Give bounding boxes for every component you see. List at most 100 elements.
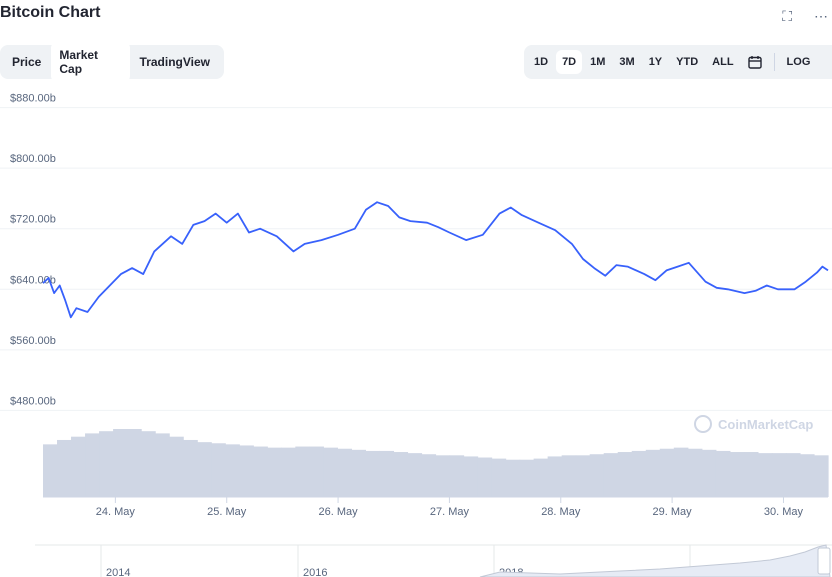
volume-bar [687, 448, 703, 497]
volume-bar [785, 453, 801, 497]
volume-bar [85, 433, 100, 497]
navigator[interactable]: 2014201620182020 [35, 544, 832, 577]
volume-area [43, 429, 829, 497]
volume-bar [645, 449, 661, 497]
volume-bar [337, 448, 352, 497]
tab-market-cap[interactable]: Market Cap [51, 42, 130, 82]
more-options-icon[interactable]: ⋯ [814, 8, 828, 24]
volume-bar [295, 446, 310, 497]
volume-bar [519, 459, 535, 497]
y-tick-label: $880.00b [10, 93, 56, 105]
volume-bar [477, 457, 493, 497]
range-1y-button[interactable]: 1Y [648, 56, 663, 68]
volume-bar [309, 446, 324, 497]
top-icons: ⛶ ⋯ [782, 8, 828, 25]
volume-bar [449, 455, 465, 497]
range-selector: 1D 7D 1M 3M 1Y YTD ALL LOG [524, 45, 832, 79]
volume-bar [393, 452, 409, 497]
volume-bar [379, 450, 395, 497]
range-divider [773, 53, 775, 71]
range-all-button[interactable]: ALL [712, 56, 734, 68]
volume-bar [365, 450, 381, 497]
x-tick-label: 29. May [653, 506, 693, 518]
volume-bar [267, 447, 282, 497]
volume-bar [211, 443, 226, 497]
volume-bar [435, 455, 451, 497]
volume-bar [155, 433, 170, 497]
x-tick-label: 26. May [319, 506, 359, 518]
volume-bar [701, 449, 717, 497]
y-tick-label: $480.00b [10, 395, 56, 407]
fullscreen-icon[interactable]: ⛶ [782, 8, 792, 24]
tab-tradingview[interactable]: TradingView [139, 55, 210, 69]
volume-bar [617, 452, 633, 497]
volume-bar [141, 431, 156, 497]
volume-bar [757, 453, 773, 497]
volume-bar [239, 445, 254, 497]
volume-bar [183, 439, 198, 497]
volume-bar [603, 453, 619, 497]
navigator-series [479, 544, 831, 577]
volume-bar [771, 453, 787, 497]
volume-bar [113, 429, 128, 497]
y-tick-label: $720.00b [10, 214, 56, 226]
volume-bar [813, 455, 829, 497]
range-1m-button[interactable]: 1M [590, 56, 606, 68]
volume-bar [715, 450, 731, 497]
volume-bar [729, 452, 745, 497]
volume-bar [351, 449, 367, 497]
x-axis: 24. May 25. May 26. May 27. May 28. May 29. M… [43, 496, 828, 518]
volume-bar [547, 456, 563, 497]
volume-bar [127, 429, 142, 497]
y-tick-label: $800.00b [10, 153, 56, 165]
volume-bar [533, 458, 549, 497]
volume-bar [505, 459, 521, 497]
volume-bar [589, 454, 605, 497]
market-cap-series-line [42, 201, 829, 319]
volume-bar [99, 431, 114, 497]
volume-bar [169, 436, 184, 497]
y-tick-label: $640.00b [10, 274, 56, 286]
x-tick-label: 27. May [430, 506, 470, 518]
y-tick-label: $560.00b [10, 335, 56, 347]
coinmarketcap-logo-icon [694, 415, 712, 433]
calendar-icon[interactable] [742, 51, 768, 73]
volume-bar [421, 454, 437, 497]
range-3m-button[interactable]: 3M [619, 56, 635, 68]
volume-bar [463, 456, 479, 497]
watermark-text: CoinMarketCap [718, 417, 813, 432]
volume-bar [631, 450, 647, 497]
range-7d-button[interactable]: 7D [556, 50, 583, 74]
watermark: CoinMarketCap [694, 415, 813, 433]
range-1d-button[interactable]: 1D [534, 56, 549, 68]
volume-bar [659, 448, 675, 497]
volume-bar [575, 455, 591, 497]
x-tick-label: 24. May [96, 506, 136, 518]
x-tick-label: 30. May [764, 506, 804, 518]
navigator-tick-label: 2014 [106, 567, 130, 577]
volume-bar [43, 444, 58, 497]
volume-bar [323, 447, 338, 497]
volume-bar [799, 454, 815, 497]
volume-bar [57, 439, 72, 497]
x-tick-label: 28. May [541, 506, 581, 518]
volume-bar [407, 453, 423, 497]
range-ytd-button[interactable]: YTD [676, 56, 699, 68]
volume-bar [197, 442, 212, 497]
navigator-handle [817, 547, 831, 575]
chart-type-tabs: Price Market Cap TradingView [0, 42, 224, 82]
chart-title: Bitcoin Chart [0, 4, 101, 21]
volume-bar [491, 458, 507, 497]
navigator-tick-label: 2016 [303, 567, 327, 577]
chart-grid [0, 107, 832, 411]
volume-bar [253, 446, 268, 497]
x-tick-label: 25. May [207, 506, 247, 518]
volume-bar [281, 447, 296, 497]
price-line [42, 201, 829, 319]
volume-bar [71, 436, 86, 497]
y-axis: $880.00b $800.00b $720.00b $640.00b $560.00b… [10, 93, 56, 408]
tab-price[interactable]: Price [12, 55, 42, 69]
log-scale-button[interactable]: LOG [786, 56, 811, 68]
volume-bar [225, 444, 240, 497]
